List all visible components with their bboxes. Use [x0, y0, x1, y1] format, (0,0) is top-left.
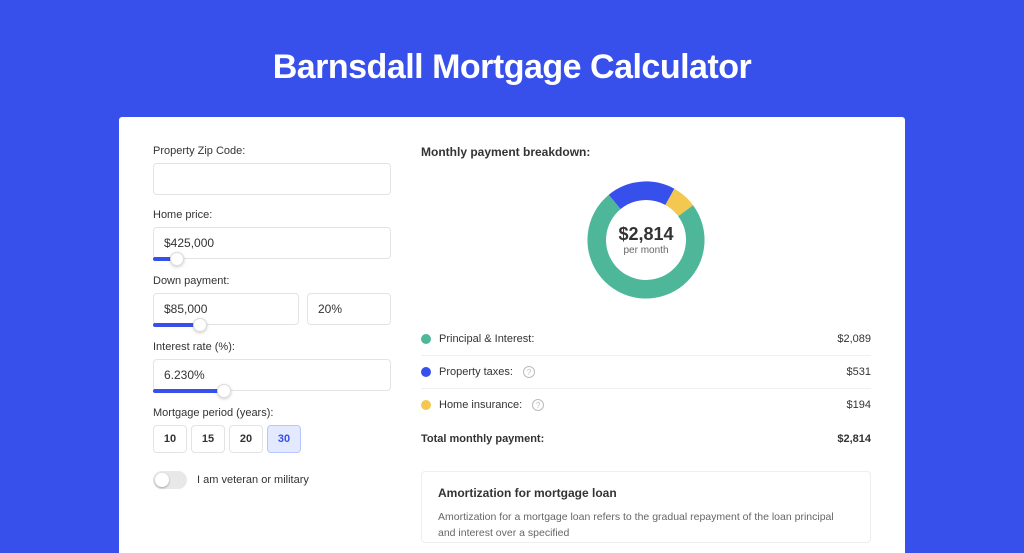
slider-thumb[interactable] — [217, 384, 231, 398]
total-row: Total monthly payment: $2,814 — [421, 421, 871, 457]
down-payment-field: Down payment: — [153, 275, 391, 327]
period-btn-15[interactable]: 15 — [191, 425, 225, 453]
toggle-knob — [155, 473, 169, 487]
legend-row: Home insurance:? $194 — [421, 389, 871, 421]
home-price-label: Home price: — [153, 209, 391, 221]
donut-sub: per month — [623, 245, 668, 256]
mortgage-period-field: Mortgage period (years): 10152030 — [153, 407, 391, 453]
legend-row: Property taxes:? $531 — [421, 356, 871, 389]
page-title: Barnsdall Mortgage Calculator — [0, 0, 1024, 117]
interest-rate-input[interactable] — [153, 359, 391, 391]
down-payment-slider[interactable] — [153, 323, 310, 327]
period-buttons: 10152030 — [153, 425, 391, 453]
zip-label: Property Zip Code: — [153, 145, 391, 157]
total-value: $2,814 — [837, 433, 871, 445]
form-column: Property Zip Code: Home price: Down paym… — [153, 145, 391, 543]
donut-chart: $2,814 per month — [581, 175, 711, 305]
info-icon[interactable]: ? — [523, 366, 535, 378]
home-price-field: Home price: — [153, 209, 391, 261]
interest-rate-label: Interest rate (%): — [153, 341, 391, 353]
info-icon[interactable]: ? — [532, 399, 544, 411]
legend-row: Principal & Interest: $2,089 — [421, 323, 871, 356]
amortization-box: Amortization for mortgage loan Amortizat… — [421, 471, 871, 543]
veteran-toggle[interactable] — [153, 471, 187, 489]
period-btn-30[interactable]: 30 — [267, 425, 301, 453]
interest-rate-field: Interest rate (%): — [153, 341, 391, 393]
mortgage-period-label: Mortgage period (years): — [153, 407, 391, 419]
interest-rate-slider[interactable] — [153, 389, 391, 393]
legend-value: $531 — [847, 366, 871, 378]
legend-value: $194 — [847, 399, 871, 411]
down-payment-input[interactable] — [153, 293, 299, 325]
legend-label: Property taxes: — [439, 366, 513, 378]
slider-thumb[interactable] — [193, 318, 207, 332]
legend-dot — [421, 334, 431, 344]
legend: Principal & Interest: $2,089 Property taxe… — [421, 323, 871, 421]
down-payment-label: Down payment: — [153, 275, 391, 287]
zip-field: Property Zip Code: — [153, 145, 391, 195]
donut-amount: $2,814 — [618, 224, 673, 245]
zip-input[interactable] — [153, 163, 391, 195]
home-price-slider[interactable] — [153, 257, 391, 261]
donut-center: $2,814 per month — [581, 175, 711, 305]
slider-thumb[interactable] — [170, 252, 184, 266]
legend-label: Home insurance: — [439, 399, 522, 411]
legend-label: Principal & Interest: — [439, 333, 534, 345]
down-payment-percent-input[interactable] — [307, 293, 391, 325]
amort-title: Amortization for mortgage loan — [438, 486, 854, 500]
legend-value: $2,089 — [837, 333, 871, 345]
donut-chart-wrap: $2,814 per month — [421, 169, 871, 323]
home-price-input[interactable] — [153, 227, 391, 259]
legend-dot — [421, 400, 431, 410]
total-label: Total monthly payment: — [421, 433, 544, 445]
breakdown-title: Monthly payment breakdown: — [421, 145, 871, 159]
veteran-label: I am veteran or military — [197, 474, 309, 486]
period-btn-10[interactable]: 10 — [153, 425, 187, 453]
period-btn-20[interactable]: 20 — [229, 425, 263, 453]
legend-dot — [421, 367, 431, 377]
amort-text: Amortization for a mortgage loan refers … — [438, 510, 854, 542]
calculator-card: Property Zip Code: Home price: Down paym… — [119, 117, 905, 553]
breakdown-column: Monthly payment breakdown: $2,814 per mo… — [421, 145, 871, 543]
veteran-row: I am veteran or military — [153, 471, 391, 489]
